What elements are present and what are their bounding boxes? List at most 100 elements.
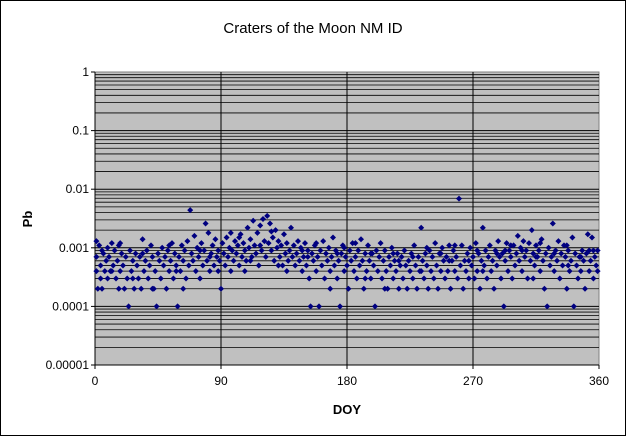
data-point xyxy=(575,275,581,282)
data-point xyxy=(358,236,364,243)
data-point xyxy=(463,268,469,275)
data-point xyxy=(444,268,451,275)
data-point xyxy=(299,247,306,254)
data-point xyxy=(545,244,552,251)
data-point xyxy=(138,285,145,292)
data-point xyxy=(164,247,171,254)
data-point xyxy=(125,303,132,310)
data-point xyxy=(554,257,560,264)
data-point xyxy=(419,257,426,264)
data-point xyxy=(370,262,377,269)
data-point xyxy=(589,234,595,241)
data-point xyxy=(146,262,153,269)
data-point xyxy=(134,262,140,269)
data-point xyxy=(523,247,530,254)
data-point xyxy=(163,285,170,292)
data-point xyxy=(391,257,398,264)
data-point xyxy=(93,253,100,260)
data-point xyxy=(177,268,184,275)
data-point xyxy=(253,250,259,257)
data-point xyxy=(313,240,320,247)
data-point xyxy=(509,275,516,282)
data-point xyxy=(401,247,408,254)
data-point xyxy=(236,234,243,241)
data-point xyxy=(335,257,342,264)
data-point xyxy=(383,268,390,275)
data-point xyxy=(563,285,570,292)
data-point xyxy=(493,250,500,257)
data-point xyxy=(328,253,335,260)
data-point xyxy=(524,275,531,282)
data-point xyxy=(293,250,300,257)
data-point xyxy=(106,253,112,260)
data-point xyxy=(211,262,217,269)
data-point xyxy=(412,262,419,269)
data-point xyxy=(586,268,593,275)
data-point xyxy=(486,242,493,249)
data-point xyxy=(495,238,502,245)
data-point xyxy=(268,228,275,235)
data-point xyxy=(376,253,383,260)
data-point xyxy=(276,253,283,260)
data-point xyxy=(240,240,247,247)
data-point xyxy=(113,275,119,282)
data-point xyxy=(472,240,479,247)
data-point xyxy=(296,257,303,264)
data-point xyxy=(124,275,131,282)
data-point xyxy=(365,242,371,249)
data-point xyxy=(254,229,261,236)
data-point xyxy=(337,303,343,310)
data-point xyxy=(551,268,558,275)
data-point xyxy=(314,253,321,260)
data-point xyxy=(129,275,136,282)
data-point xyxy=(577,268,584,275)
data-point xyxy=(225,253,231,260)
data-point xyxy=(352,240,359,247)
data-point xyxy=(173,262,180,269)
data-point xyxy=(295,238,301,245)
data-point xyxy=(584,231,591,238)
data-point xyxy=(512,262,518,269)
data-point xyxy=(279,262,286,269)
data-point xyxy=(316,303,322,310)
data-point xyxy=(367,250,374,257)
data-point xyxy=(379,275,385,282)
data-point xyxy=(218,285,224,292)
data-point xyxy=(418,224,425,231)
data-point xyxy=(239,253,245,260)
data-point xyxy=(265,240,272,247)
data-point xyxy=(327,285,334,292)
data-point xyxy=(220,250,227,257)
data-point xyxy=(219,240,226,247)
data-point xyxy=(183,275,189,282)
data-point xyxy=(470,253,476,260)
data-point xyxy=(246,244,252,251)
data-point xyxy=(281,231,287,238)
data-point xyxy=(360,285,367,292)
data-point xyxy=(129,257,136,264)
data-point xyxy=(197,275,203,282)
data-point xyxy=(496,253,503,260)
data-point xyxy=(143,247,150,254)
data-point xyxy=(569,234,576,241)
data-point xyxy=(325,244,332,251)
data-point xyxy=(303,262,310,269)
data-point xyxy=(516,257,523,264)
data-point xyxy=(551,250,558,257)
data-point xyxy=(565,262,572,269)
data-point xyxy=(304,247,311,254)
data-point xyxy=(442,275,448,282)
data-point xyxy=(425,285,432,292)
data-point xyxy=(432,240,439,247)
data-point xyxy=(232,238,238,245)
data-point xyxy=(407,268,413,275)
data-point xyxy=(533,253,539,260)
data-points xyxy=(93,195,601,310)
data-point xyxy=(204,257,210,264)
data-point xyxy=(94,285,101,292)
data-point xyxy=(341,244,348,251)
y-tick-label: 0.1 xyxy=(72,124,89,138)
data-point xyxy=(171,250,178,257)
data-point xyxy=(457,262,464,269)
